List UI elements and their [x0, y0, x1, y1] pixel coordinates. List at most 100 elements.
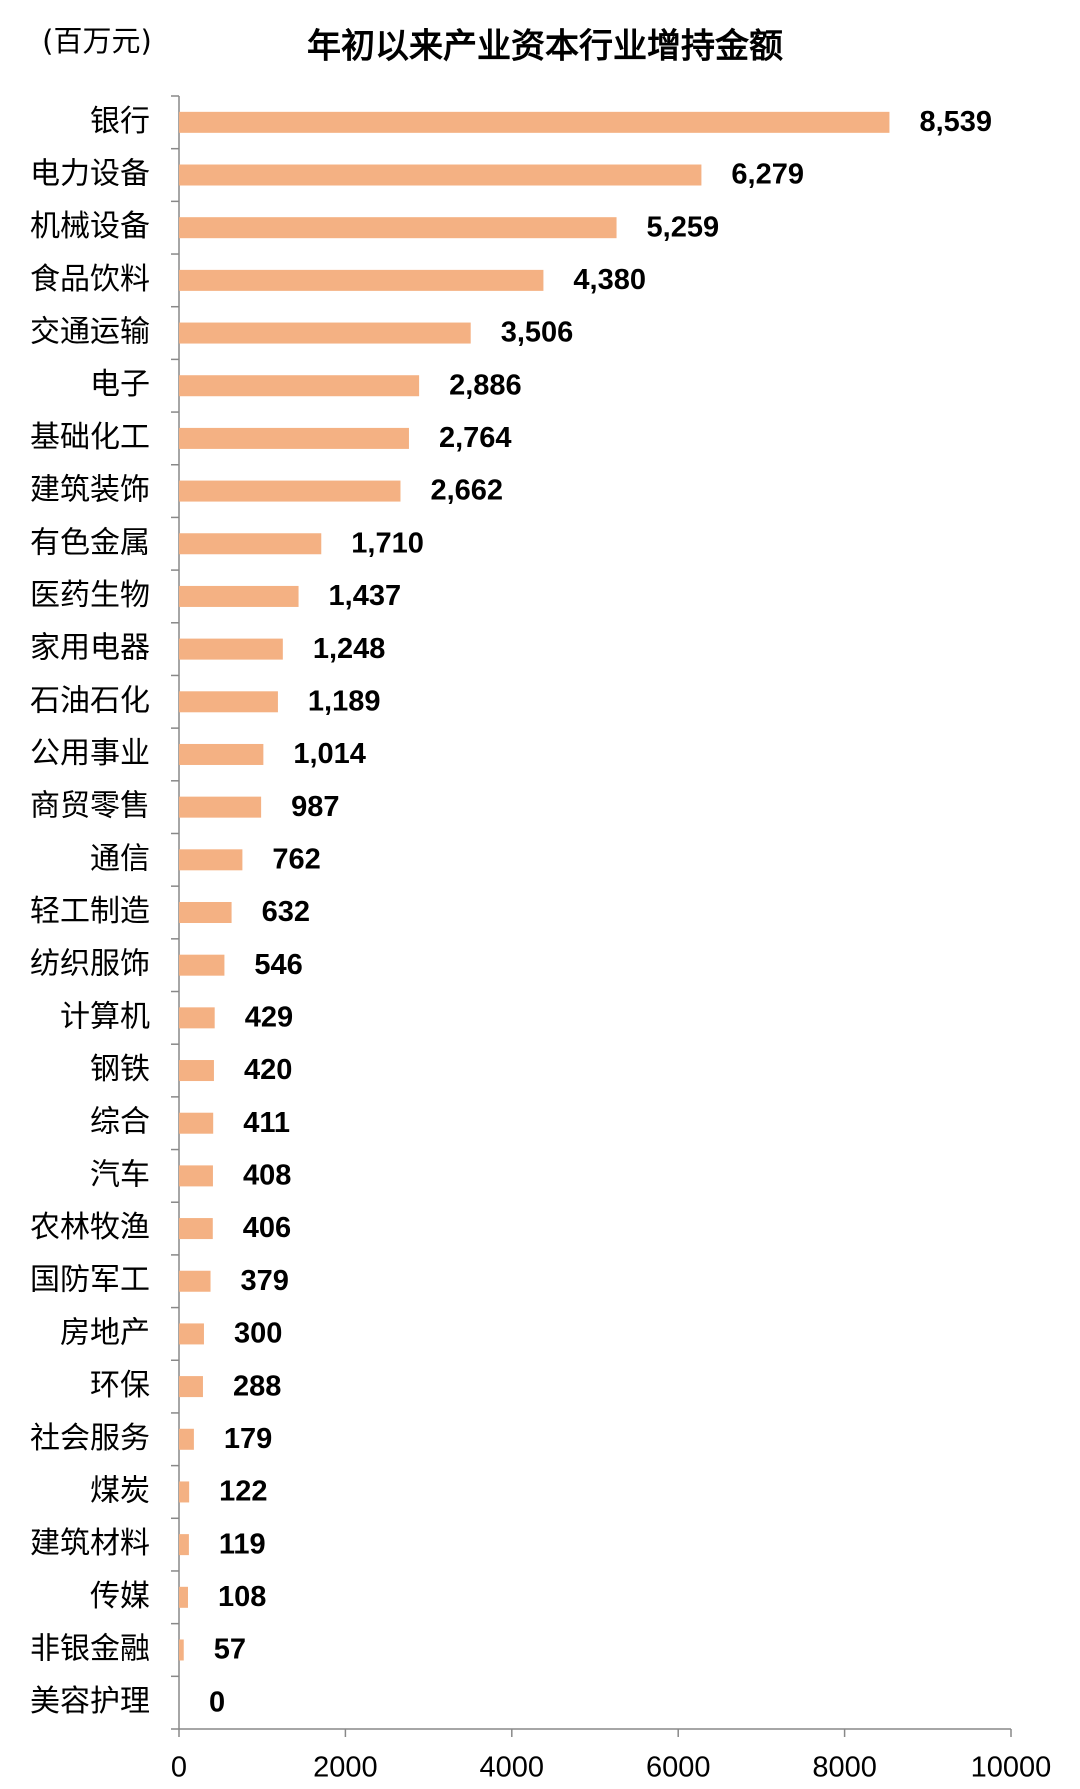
bar — [179, 480, 401, 502]
value-label: 108 — [218, 1581, 266, 1613]
bar — [179, 322, 471, 344]
bar — [179, 1165, 213, 1187]
value-label: 8,539 — [919, 106, 992, 138]
category-label: 公用事业 — [30, 736, 150, 771]
bar — [179, 585, 299, 607]
value-label: 406 — [243, 1212, 291, 1244]
bar — [179, 1534, 189, 1556]
bar — [179, 164, 702, 186]
value-label: 4,380 — [573, 264, 646, 296]
category-label: 综合 — [90, 1105, 150, 1140]
bar — [179, 427, 409, 449]
bar — [179, 1428, 194, 1450]
category-label: 基础化工 — [30, 420, 150, 455]
value-label: 1,710 — [351, 527, 424, 559]
value-label: 0 — [209, 1686, 225, 1718]
value-label: 1,437 — [329, 580, 402, 612]
value-label: 632 — [262, 896, 310, 928]
category-label: 环保 — [90, 1368, 150, 1403]
value-label: 122 — [219, 1476, 267, 1508]
value-label: 5,259 — [647, 211, 720, 243]
value-label: 300 — [234, 1318, 282, 1350]
category-label: 交通运输 — [30, 315, 150, 350]
bar — [179, 1270, 211, 1292]
bar — [179, 902, 232, 923]
bar — [179, 849, 243, 871]
bar — [179, 1323, 204, 1345]
value-label: 420 — [244, 1054, 292, 1086]
category-label: 医药生物 — [30, 578, 150, 613]
x-tick-label: 4000 — [480, 1752, 545, 1784]
category-label: 家用电器 — [30, 631, 150, 666]
category-label: 机械设备 — [30, 209, 150, 244]
category-label: 国防军工 — [30, 1263, 150, 1298]
x-tick-label: 2000 — [313, 1752, 378, 1784]
unit-label: (百万元) — [42, 24, 152, 58]
bar — [179, 111, 890, 133]
x-tick-label: 8000 — [812, 1752, 877, 1784]
category-label: 银行 — [90, 104, 150, 139]
category-label: 轻工制造 — [30, 894, 150, 929]
value-label: 119 — [219, 1528, 266, 1560]
category-label: 电力设备 — [30, 157, 150, 192]
bar — [179, 796, 262, 818]
value-label: 429 — [245, 1002, 293, 1034]
bar — [179, 638, 283, 660]
category-label: 农林牧渔 — [30, 1210, 150, 1245]
value-label: 1,014 — [293, 738, 366, 770]
value-label: 3,506 — [501, 317, 574, 349]
category-label: 食品饮料 — [30, 262, 150, 297]
x-tick-label: 10000 — [971, 1752, 1052, 1784]
value-label: 179 — [224, 1423, 272, 1455]
value-label: 57 — [214, 1634, 246, 1666]
value-label: 1,248 — [313, 633, 386, 665]
category-label: 建筑材料 — [30, 1526, 150, 1561]
category-label: 汽车 — [90, 1157, 150, 1192]
bar — [179, 1376, 203, 1398]
value-label: 288 — [233, 1370, 281, 1402]
category-label: 房地产 — [60, 1315, 150, 1350]
x-tick-label: 0 — [171, 1752, 187, 1784]
value-label: 411 — [243, 1107, 290, 1139]
value-label: 2,662 — [430, 475, 503, 507]
bar — [179, 269, 544, 291]
category-label: 美容护理 — [30, 1684, 150, 1719]
bar — [179, 533, 322, 555]
bar — [179, 1112, 214, 1134]
bar — [179, 1060, 214, 1082]
value-label: 2,764 — [439, 422, 512, 454]
category-label: 煤炭 — [90, 1473, 150, 1508]
category-label: 通信 — [90, 841, 150, 876]
bar — [179, 1218, 213, 1240]
value-label: 762 — [272, 843, 320, 875]
bar — [179, 1639, 184, 1661]
category-label: 非银金融 — [30, 1631, 150, 1666]
value-label: 379 — [241, 1265, 289, 1297]
bar — [179, 375, 420, 397]
value-label: 1,189 — [308, 685, 381, 717]
category-label: 钢铁 — [90, 1052, 150, 1087]
category-label: 计算机 — [60, 999, 150, 1034]
value-label: 408 — [243, 1160, 291, 1192]
bar — [179, 1481, 190, 1503]
value-label: 6,279 — [731, 159, 804, 191]
category-label: 有色金属 — [30, 525, 150, 560]
category-label: 石油石化 — [30, 683, 150, 718]
category-label: 纺织服饰 — [30, 947, 150, 982]
category-label: 传媒 — [90, 1579, 150, 1614]
category-label: 商贸零售 — [30, 789, 150, 824]
category-label: 建筑装饰 — [30, 473, 150, 508]
category-label: 社会服务 — [30, 1421, 150, 1456]
bar — [179, 1007, 215, 1029]
bar — [179, 217, 617, 239]
value-label: 2,886 — [449, 369, 522, 401]
bar — [179, 743, 264, 765]
bar — [179, 954, 225, 976]
value-label: 987 — [291, 791, 339, 823]
bar — [179, 1586, 188, 1608]
x-tick-label: 6000 — [646, 1752, 711, 1784]
bar — [179, 691, 278, 713]
chart-title: 年初以来产业资本行业增持金额 — [307, 27, 783, 67]
category-label: 电子 — [90, 367, 150, 402]
